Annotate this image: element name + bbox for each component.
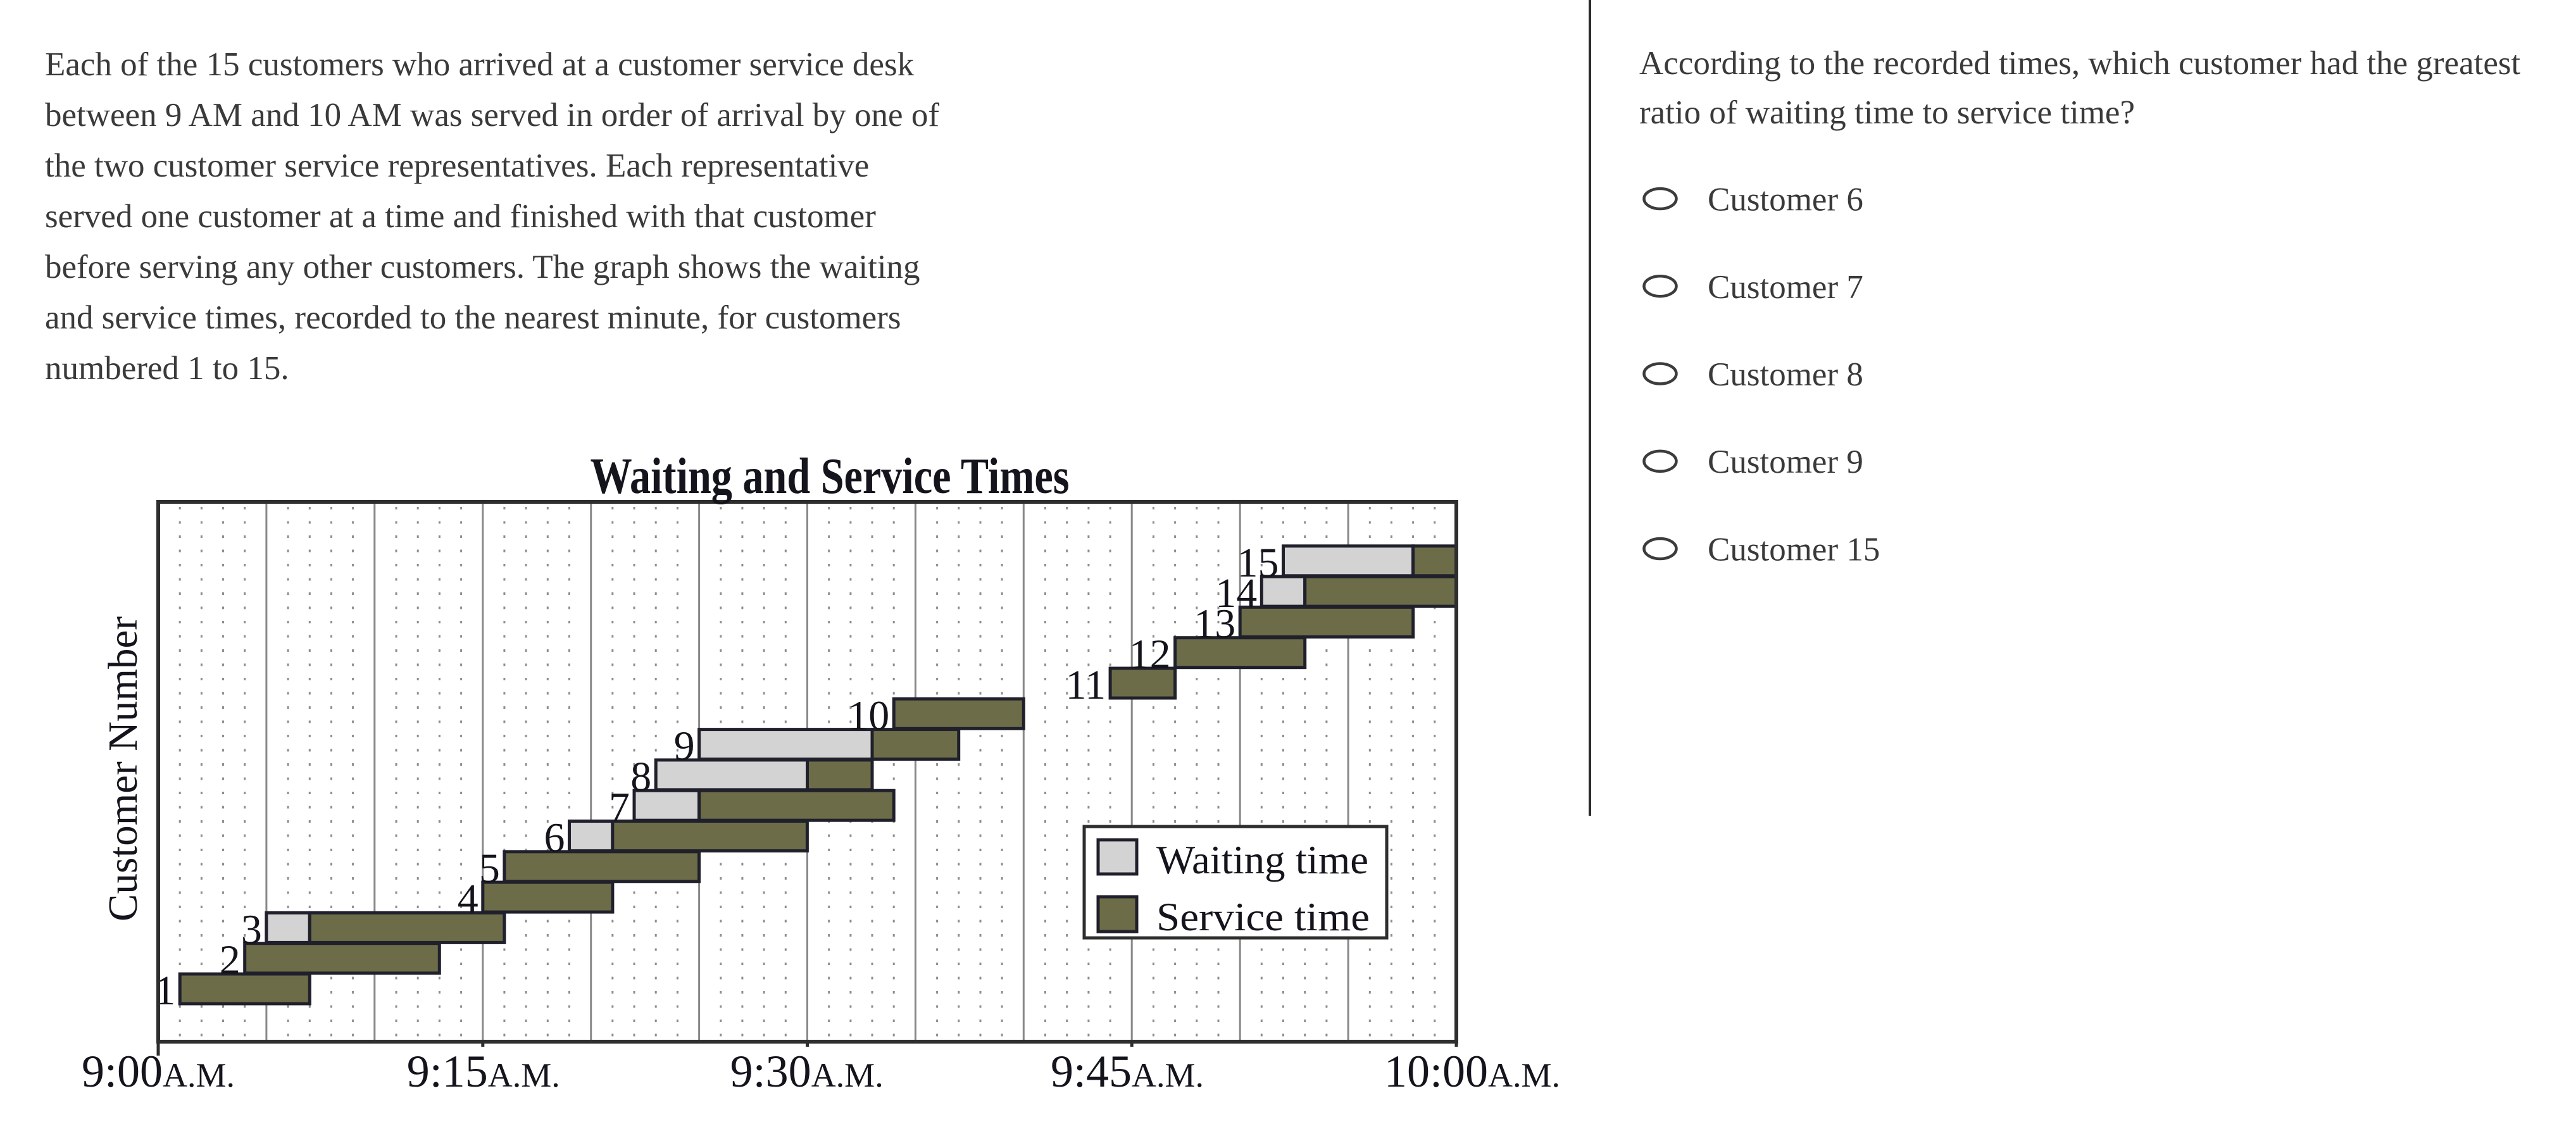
svg-text:2: 2: [220, 937, 241, 983]
svg-text:10:00A.M.: 10:00A.M.: [1384, 1046, 1560, 1097]
svg-text:10: 10: [847, 692, 889, 739]
svg-text:9:45A.M.: 9:45A.M.: [1051, 1046, 1204, 1097]
svg-text:Waiting and Service Times: Waiting and Service Times: [591, 449, 1070, 504]
svg-text:6: 6: [544, 815, 565, 861]
svg-text:Customer 6: Customer 6: [1708, 182, 1863, 218]
svg-text:Customer 15: Customer 15: [1708, 532, 1880, 568]
svg-text:Customer 9: Customer 9: [1708, 444, 1863, 480]
svg-text:15: 15: [1237, 540, 1279, 586]
svg-text:9:30A.M.: 9:30A.M.: [730, 1046, 884, 1097]
svg-text:4: 4: [458, 876, 478, 922]
svg-text:13: 13: [1194, 601, 1235, 647]
svg-text:9: 9: [674, 723, 695, 770]
svg-text:9:00A.M.: 9:00A.M.: [82, 1046, 235, 1097]
svg-text:3: 3: [241, 906, 262, 952]
svg-text:8: 8: [630, 754, 651, 800]
svg-text:7: 7: [609, 784, 630, 830]
svg-text:Customer Number: Customer Number: [100, 616, 146, 921]
svg-text:9:15A.M.: 9:15A.M.: [407, 1046, 560, 1097]
svg-text:5: 5: [479, 845, 500, 892]
svg-text:11: 11: [1066, 662, 1106, 708]
svg-text:Waiting time: Waiting time: [1156, 837, 1368, 882]
svg-text:Service time: Service time: [1156, 894, 1370, 939]
svg-text:Customer 8: Customer 8: [1708, 356, 1863, 393]
svg-text:14: 14: [1215, 570, 1257, 616]
svg-text:Customer 7: Customer 7: [1708, 269, 1863, 306]
svg-text:12: 12: [1129, 632, 1171, 678]
